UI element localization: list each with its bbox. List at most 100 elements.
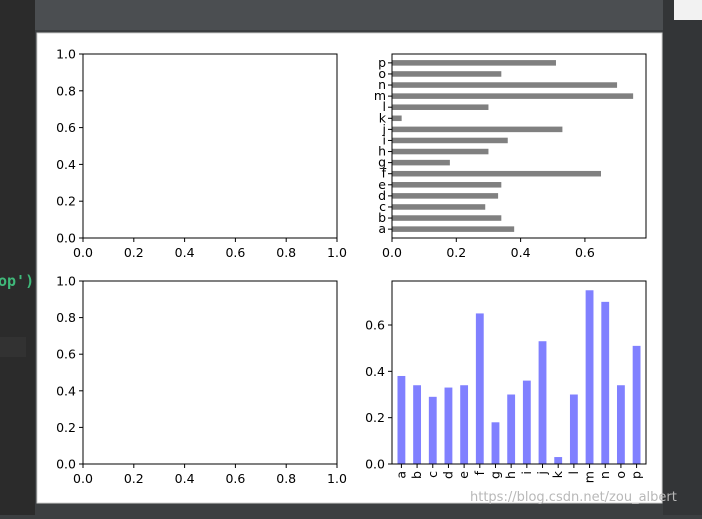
y-tick-label: l	[383, 99, 386, 114]
x-tick-label: 0.4	[175, 471, 195, 486]
x-tick-label: 0.6	[225, 245, 245, 260]
axes-frame	[82, 53, 338, 239]
x-tick-label: c	[425, 471, 440, 478]
bar	[392, 193, 499, 199]
x-tick-label: m	[582, 471, 597, 483]
side-panel	[663, 0, 702, 515]
y-tick-label: 0.4	[56, 383, 76, 398]
axes-frame	[391, 53, 647, 239]
bar	[392, 170, 601, 177]
y-tick-label: k	[379, 110, 387, 125]
y-tick-label: 0.0	[365, 457, 385, 472]
bar	[392, 115, 402, 122]
x-tick-label: 0.0	[382, 245, 402, 260]
bar	[392, 148, 489, 155]
y-tick-label: 0.4	[365, 364, 385, 379]
x-tick-label: 0.8	[276, 245, 296, 260]
y-tick-label: 0.2	[56, 420, 76, 435]
x-tick-label: 0.0	[73, 471, 93, 486]
bar	[616, 385, 625, 464]
x-tick-label: 0.2	[124, 471, 144, 486]
window-titlebar	[35, 0, 663, 30]
bar	[632, 345, 641, 464]
bar	[601, 301, 610, 464]
y-tick-label: b	[378, 210, 386, 225]
bar	[475, 313, 484, 464]
y-tick-label: 0.8	[56, 310, 76, 325]
x-tick-label: p	[629, 471, 644, 479]
x-tick-label: 0.8	[276, 471, 296, 486]
y-tick-label: n	[378, 77, 386, 92]
x-tick-label: 1.0	[327, 245, 347, 260]
x-tick-label: a	[393, 471, 408, 479]
bar	[392, 71, 502, 77]
bar	[397, 375, 406, 464]
bar	[569, 394, 578, 464]
bar	[444, 387, 453, 464]
x-tick-label: f	[472, 470, 487, 475]
bar	[392, 182, 502, 188]
axes-frame	[82, 280, 338, 465]
y-tick-label: d	[378, 188, 386, 203]
x-tick-label: 0.4	[511, 245, 531, 260]
y-tick-label: a	[378, 221, 386, 236]
x-tick-label: o	[613, 471, 628, 479]
bar	[491, 422, 500, 464]
y-tick-label: g	[378, 155, 386, 170]
bar	[392, 93, 634, 99]
bar	[392, 60, 556, 66]
x-tick-label: 0.6	[225, 471, 245, 486]
y-tick-label: 0.0	[56, 231, 76, 246]
bar	[392, 137, 508, 144]
y-tick-label: 0.8	[56, 83, 76, 98]
bar	[538, 341, 547, 464]
y-tick-label: h	[378, 144, 386, 159]
watermark: https://blog.csdn.net/zou_albert	[470, 490, 677, 505]
thumbnail	[674, 0, 702, 20]
x-tick-label: h	[503, 471, 518, 479]
x-tick-label: e	[456, 471, 471, 479]
bar	[460, 385, 469, 464]
bar	[428, 396, 437, 464]
bar	[585, 290, 594, 464]
bar	[392, 126, 563, 133]
x-tick-label: 1.0	[327, 471, 347, 486]
y-tick-label: p	[378, 55, 386, 70]
x-tick-label: b	[409, 471, 424, 479]
x-tick-label: 0.4	[175, 245, 195, 260]
x-tick-label: l	[566, 471, 581, 474]
y-tick-label: i	[383, 132, 386, 147]
x-tick-label: i	[519, 471, 534, 474]
y-tick-label: 0.6	[56, 120, 76, 135]
bar	[392, 104, 489, 110]
x-tick-label: 0.2	[446, 245, 466, 260]
y-tick-label: e	[378, 177, 386, 192]
axes-frame	[391, 280, 647, 465]
y-tick-label: j	[382, 121, 386, 136]
y-tick-label: o	[378, 66, 386, 81]
bar	[392, 82, 618, 88]
bar	[507, 394, 516, 464]
y-tick-label: m	[374, 88, 386, 103]
x-tick-label: n	[597, 471, 612, 479]
x-tick-label: k	[550, 470, 565, 478]
x-tick-label: j	[535, 471, 550, 475]
bar	[392, 215, 502, 221]
x-tick-label: 0.0	[73, 245, 93, 260]
x-tick-label: g	[487, 471, 502, 479]
bar	[413, 385, 422, 464]
y-tick-label: 1.0	[56, 47, 76, 62]
figure	[36, 32, 663, 504]
plots: 0.0 0.2 0.4 0.6 0.8 1.00.00.20.40.60.81.0abcd…	[56, 47, 647, 486]
y-tick-label: 0.4	[56, 157, 76, 172]
y-tick-label: f	[382, 166, 387, 181]
y-tick-label: 0.2	[56, 194, 76, 209]
editor-line-highlight	[0, 337, 26, 357]
x-tick-label: d	[440, 471, 455, 479]
bar	[392, 204, 486, 210]
y-tick-label: 1.0	[56, 274, 76, 289]
bar	[392, 159, 450, 166]
y-tick-label: 0.0	[56, 457, 76, 472]
bar	[522, 380, 531, 464]
